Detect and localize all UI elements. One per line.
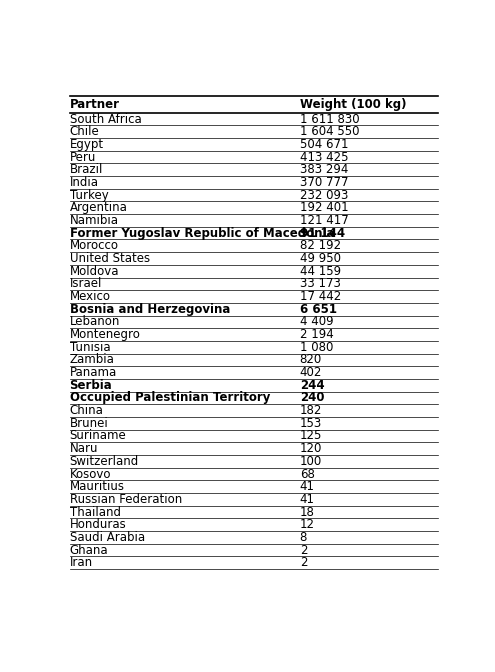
Text: Turkey: Turkey	[69, 189, 108, 202]
Text: Chile: Chile	[69, 125, 99, 138]
Text: China: China	[69, 404, 103, 417]
Text: 504 671: 504 671	[299, 138, 348, 151]
Text: 6 651: 6 651	[299, 302, 337, 316]
Text: 1 611 830: 1 611 830	[299, 112, 359, 126]
Text: 121 417: 121 417	[299, 214, 348, 227]
Text: Mauritius: Mauritius	[69, 480, 125, 493]
Text: 125: 125	[299, 429, 322, 442]
Text: Lebanon: Lebanon	[69, 315, 120, 329]
Text: 2: 2	[299, 556, 307, 569]
Text: Egypt: Egypt	[69, 138, 103, 151]
Text: 44 159: 44 159	[299, 265, 341, 278]
Text: Mexico: Mexico	[69, 290, 110, 303]
Text: Switzerland: Switzerland	[69, 455, 139, 468]
Text: Thailand: Thailand	[69, 505, 121, 519]
Text: 370 777: 370 777	[299, 176, 348, 189]
Text: 12: 12	[299, 518, 315, 532]
Text: 17 442: 17 442	[299, 290, 341, 303]
Text: Bosnia and Herzegovina: Bosnia and Herzegovina	[69, 302, 230, 316]
Text: 1 080: 1 080	[299, 341, 333, 353]
Text: 402: 402	[299, 366, 322, 379]
Text: 41: 41	[299, 480, 315, 493]
Text: 153: 153	[299, 417, 322, 430]
Text: Zambia: Zambia	[69, 353, 114, 366]
Text: Occupied Palestinian Territory: Occupied Palestinian Territory	[69, 392, 270, 405]
Text: 244: 244	[299, 379, 324, 392]
Text: Naru: Naru	[69, 442, 98, 455]
Text: 18: 18	[299, 505, 315, 519]
Text: 192 401: 192 401	[299, 202, 348, 214]
Text: 4 409: 4 409	[299, 315, 333, 329]
Text: 182: 182	[299, 404, 322, 417]
Text: Panama: Panama	[69, 366, 117, 379]
Text: Suriname: Suriname	[69, 429, 126, 442]
Text: Kosovo: Kosovo	[69, 468, 111, 480]
Text: Namibia: Namibia	[69, 214, 118, 227]
Text: 100: 100	[299, 455, 322, 468]
Text: United States: United States	[69, 252, 149, 265]
Text: 33 173: 33 173	[299, 278, 341, 290]
Text: Morocco: Morocco	[69, 239, 118, 252]
Text: 2: 2	[299, 544, 307, 556]
Text: Honduras: Honduras	[69, 518, 126, 532]
Text: Peru: Peru	[69, 151, 96, 163]
Text: Ghana: Ghana	[69, 544, 108, 556]
Text: 1 604 550: 1 604 550	[299, 125, 359, 138]
Text: Montenegro: Montenegro	[69, 328, 141, 341]
Text: 383 294: 383 294	[299, 163, 348, 176]
Text: 413 425: 413 425	[299, 151, 348, 163]
Text: Russian Federation: Russian Federation	[69, 493, 182, 506]
Text: 82 192: 82 192	[299, 239, 341, 252]
Text: 8: 8	[299, 531, 307, 544]
Text: 820: 820	[299, 353, 322, 366]
Text: Serbia: Serbia	[69, 379, 112, 392]
Text: 120: 120	[299, 442, 322, 455]
Text: Iran: Iran	[69, 556, 93, 569]
Text: Moldova: Moldova	[69, 265, 119, 278]
Text: 240: 240	[299, 392, 324, 405]
Text: Argentina: Argentina	[69, 202, 127, 214]
Text: 41: 41	[299, 493, 315, 506]
Text: India: India	[69, 176, 99, 189]
Text: 68: 68	[299, 468, 315, 480]
Text: Former Yugoslav Republic of Macedonia: Former Yugoslav Republic of Macedonia	[69, 226, 334, 240]
Text: Weight (100 kg): Weight (100 kg)	[299, 98, 406, 111]
Text: Israel: Israel	[69, 278, 102, 290]
Text: 232 093: 232 093	[299, 189, 348, 202]
Text: 2 194: 2 194	[299, 328, 334, 341]
Text: 49 950: 49 950	[299, 252, 341, 265]
Text: Saudi Arabia: Saudi Arabia	[69, 531, 145, 544]
Text: Brunei: Brunei	[69, 417, 108, 430]
Text: Brazil: Brazil	[69, 163, 103, 176]
Text: Tunisia: Tunisia	[69, 341, 110, 353]
Text: 91 144: 91 144	[299, 226, 345, 240]
Text: South Africa: South Africa	[69, 112, 141, 126]
Text: Partner: Partner	[69, 98, 120, 111]
